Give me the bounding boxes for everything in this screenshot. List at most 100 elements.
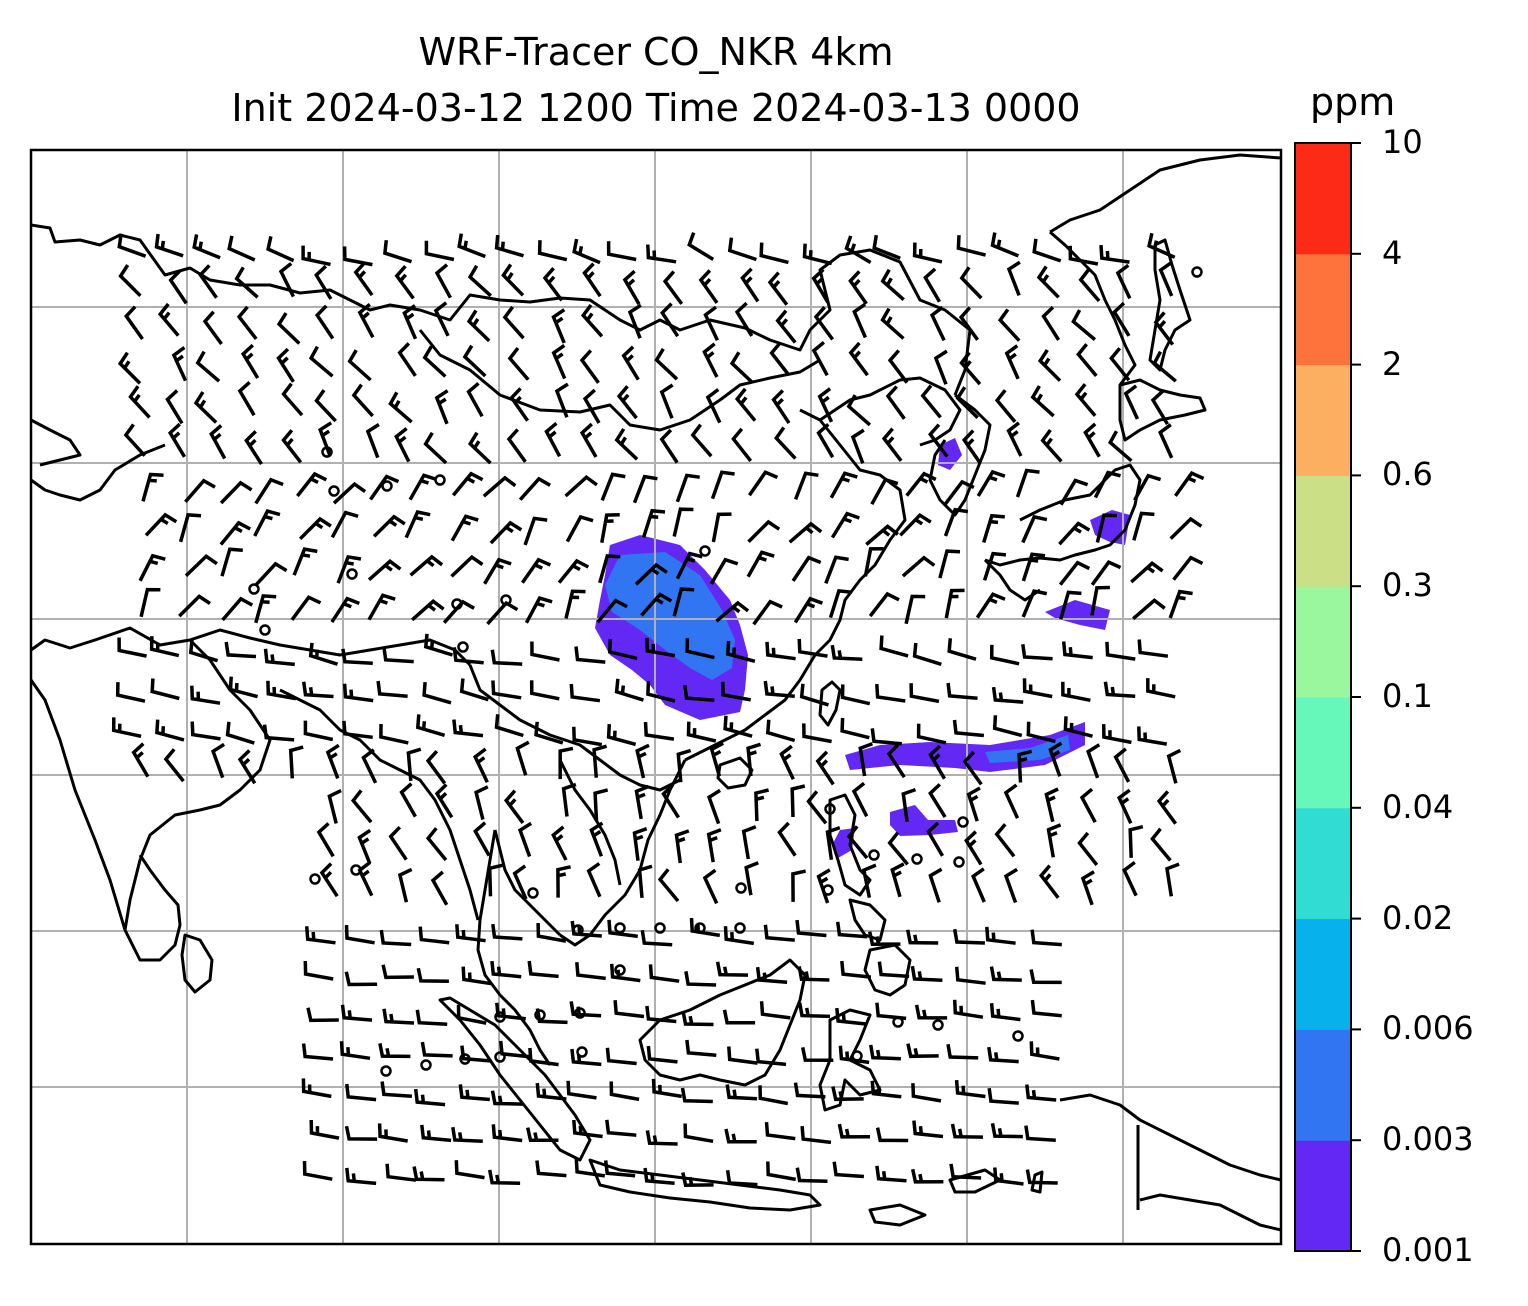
colorbar-segment <box>1295 1140 1351 1252</box>
wind-barb <box>402 304 418 340</box>
wind-barb <box>397 342 417 377</box>
wind-barb <box>684 971 717 987</box>
wind-barb <box>734 301 754 337</box>
wind-barb <box>168 269 188 305</box>
wind-barb <box>646 244 677 264</box>
calm-wind-circle <box>957 816 969 828</box>
wind-barb <box>923 267 942 303</box>
wind-barb <box>124 305 144 341</box>
wind-barb <box>157 302 180 337</box>
wind-barb <box>388 825 408 861</box>
wind-barb <box>1068 245 1099 266</box>
wind-barb <box>167 422 187 458</box>
colorbar <box>1295 142 1361 1252</box>
wind-barb <box>662 270 684 305</box>
wind-barb <box>634 562 668 586</box>
wind-barb <box>316 822 335 858</box>
wind-barb <box>281 429 303 464</box>
wind-barb <box>380 1081 413 1098</box>
wind-barb <box>952 719 985 738</box>
coast-gulf-thailand <box>493 829 562 937</box>
wind-barb <box>379 929 412 947</box>
wind-barb <box>764 1121 796 1141</box>
wind-barb <box>301 245 331 267</box>
wind-barb <box>725 1169 758 1187</box>
wind-barb <box>724 1128 757 1144</box>
wind-barb <box>956 235 987 257</box>
wind-barb <box>848 270 868 305</box>
wind-barb <box>885 385 906 420</box>
calm-wind-circle <box>699 545 711 557</box>
wind-barb <box>777 821 797 857</box>
wind-barb <box>959 266 983 300</box>
wind-barb <box>502 305 525 340</box>
wind-barb <box>340 1004 373 1022</box>
wind-barb <box>1021 552 1046 582</box>
wind-barb <box>420 1124 452 1143</box>
wind-barb <box>408 473 437 501</box>
wind-barb <box>1150 827 1172 862</box>
wind-barb <box>1109 347 1131 382</box>
calm-wind-circle <box>457 641 469 653</box>
wind-barb <box>487 1169 521 1185</box>
wind-barb <box>851 781 869 818</box>
wind-barb <box>564 589 586 619</box>
wind-barb <box>607 919 639 939</box>
colorbar-tick-label: 0.001 <box>1382 1231 1474 1269</box>
calm-wind-circle <box>734 922 746 934</box>
wind-barb <box>1090 560 1122 586</box>
wind-barb <box>835 921 868 939</box>
calm-wind-circle <box>892 1016 904 1028</box>
wind-barb <box>537 240 568 262</box>
colorbar-tick-label: 0.003 <box>1382 1120 1474 1159</box>
wind-barb <box>765 719 796 743</box>
wind-barb <box>686 721 717 743</box>
wind-barb <box>1117 788 1133 825</box>
wind-barb <box>675 551 703 580</box>
colorbar-tick-label: 2 <box>1382 344 1403 383</box>
wind-barb <box>558 746 574 780</box>
wind-barb <box>1152 350 1177 383</box>
calm-wind-circle <box>381 480 393 492</box>
wind-barb <box>244 430 263 466</box>
calm-wind-circle <box>1191 266 1203 278</box>
wind-barb <box>646 681 676 703</box>
wind-barb <box>875 1002 907 1021</box>
wind-barb <box>190 685 221 705</box>
wind-barb <box>424 240 455 262</box>
wind-barb <box>1058 521 1091 546</box>
wind-barb <box>467 264 492 298</box>
timor <box>948 1168 1002 1194</box>
wind-barb <box>793 1082 826 1099</box>
wind-barb <box>840 717 870 740</box>
wind-barb <box>640 592 673 617</box>
wind-barb <box>904 594 926 625</box>
wind-barb <box>958 306 980 341</box>
calm-wind-circle <box>309 873 321 885</box>
wind-barb <box>202 310 223 346</box>
wind-barb <box>512 864 528 900</box>
wind-barb <box>474 785 489 821</box>
wind-barb <box>832 1161 865 1179</box>
wind-barb <box>382 646 414 664</box>
wind-barb <box>928 783 947 819</box>
wind-barb <box>524 596 553 624</box>
wind-barb <box>683 1123 714 1144</box>
wind-barb <box>165 389 184 425</box>
wind-barb <box>184 554 218 577</box>
wind-barb <box>379 723 409 745</box>
calm-wind-circle <box>574 1007 586 1019</box>
wind-barb <box>1078 268 1101 303</box>
wind-barb <box>1169 516 1203 540</box>
wind-barb <box>304 926 336 945</box>
wind-barb <box>926 821 945 857</box>
wind-barb <box>452 647 484 665</box>
wind-barb <box>867 931 901 947</box>
wind-barb <box>1147 232 1176 259</box>
wind-barb <box>442 599 475 624</box>
wind-barb <box>1015 468 1040 498</box>
wind-barb <box>434 389 449 425</box>
calm-wind-circle <box>614 922 626 934</box>
wind-barb <box>634 784 650 820</box>
wind-barb <box>344 1125 378 1141</box>
